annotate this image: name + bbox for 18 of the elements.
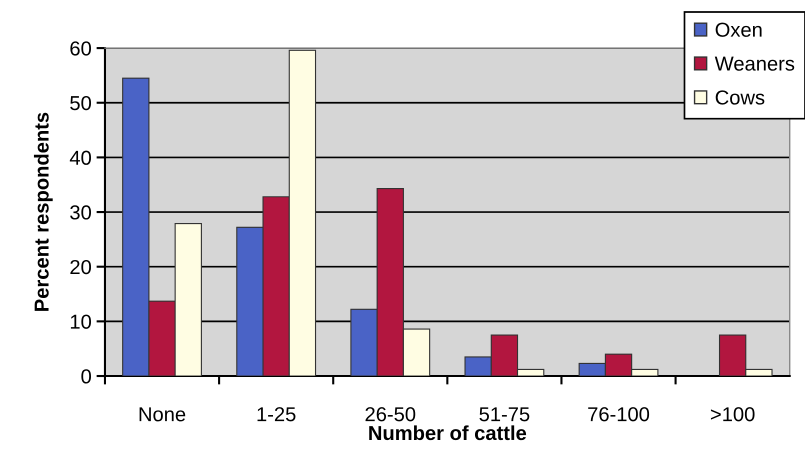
y-axis-title: Percent respondents xyxy=(34,112,53,311)
legend-label: Weaners xyxy=(714,56,794,71)
legend-label: Oxen xyxy=(716,22,762,37)
x-tick-label: 26-50 xyxy=(366,407,416,422)
x-tick-label: 76-100 xyxy=(588,407,650,422)
x-tick-label: None xyxy=(140,407,186,422)
y-tick-label: 50 xyxy=(70,96,91,110)
legend-label: Cows xyxy=(716,90,764,105)
x-tick-label: 51-75 xyxy=(479,407,530,422)
y-tick-label: 30 xyxy=(70,205,91,220)
y-tick-label: 60 xyxy=(70,41,91,56)
y-tick-label: 0 xyxy=(81,369,91,384)
y-tick-label: 20 xyxy=(70,260,91,274)
x-tick-label: >100 xyxy=(710,407,755,422)
x-axis-title: Number of cattle xyxy=(369,425,526,440)
x-tick-label: 1-25 xyxy=(258,407,296,422)
y-tick-label: 10 xyxy=(70,314,91,329)
y-tick-label: 40 xyxy=(70,150,91,165)
